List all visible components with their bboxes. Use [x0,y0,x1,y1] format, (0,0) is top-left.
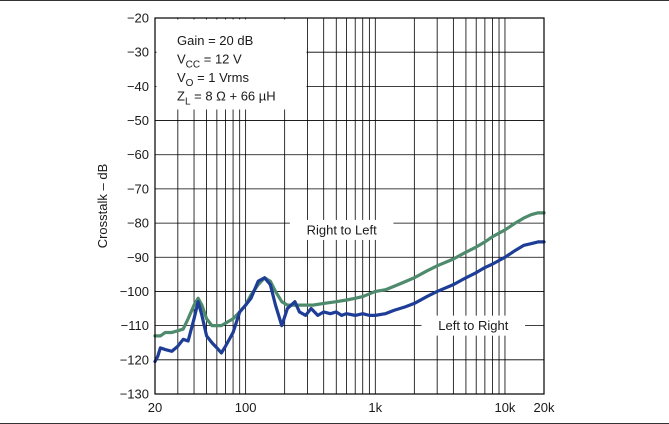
x-tick-label: 20k [534,400,555,415]
x-tick-label: 1k [368,400,382,415]
x-tick-label: 100 [235,400,257,415]
y-tick-label: −130 [120,387,149,402]
x-tick-label: 10k [494,400,515,415]
y-tick-label: −80 [127,216,149,231]
y-tick-label: −100 [120,284,149,299]
curve-annotations: Right to Left Left to Right [307,222,509,333]
y-tick-label: −70 [127,181,149,196]
y-tick-label: −120 [120,352,149,367]
y-tick-label: −90 [127,250,149,265]
y-tick-label: −20 [127,11,149,26]
condition-line: ZL = 8 Ω + 66 µH [177,89,276,108]
annotation-label: Right to Left [307,222,377,237]
condition-line: VCC = 12 V [177,52,242,71]
x-tick-labels: 20 100 1k 10k 20k [148,400,555,415]
y-tick-label: −40 [127,79,149,94]
plot-frame [154,17,545,395]
y-tick-label: −50 [127,113,149,128]
annotation-bg [421,315,526,336]
annotation-label: Left to Right [438,318,508,333]
series-line [153,240,546,364]
y-tick-label: −30 [127,45,149,60]
annotation-backgrounds [289,219,526,336]
annotation-bg [289,219,394,240]
y-axis-label: Crosstalk – dB [95,164,110,249]
y-tick-label: −60 [127,147,149,162]
data-series [153,211,546,364]
x-tick-label: 20 [148,400,162,415]
condition-line: VO = 1 Vrms [177,70,249,89]
y-tick-label: −110 [121,318,149,333]
y-tick-labels: −20 −30 −40 −50 −60 −70 −80 −90 −100 −110 −120 −130 [120,11,149,402]
condition-line: Gain = 20 dB [177,33,253,48]
conditions-bg [156,19,307,110]
